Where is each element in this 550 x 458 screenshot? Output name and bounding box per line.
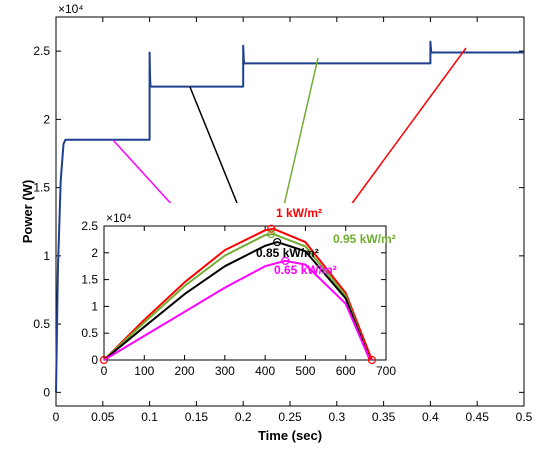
inset-xtick-label: 500 — [295, 364, 315, 378]
inset-series-3-line — [103, 259, 371, 361]
inset-xtick-label: 400 — [255, 364, 275, 378]
label-095kw: 0.95 kW/m² — [333, 232, 396, 246]
inset-endpoint-marker — [367, 355, 376, 365]
main-xtick-label: 0.05 — [91, 410, 115, 424]
inset-xtick-label: 600 — [336, 364, 356, 378]
main-x-axis-label: Time (sec) — [258, 428, 322, 443]
main-xtick-label: 0 — [53, 410, 60, 424]
main-ytick-label: 2 — [43, 112, 50, 126]
main-ytick-label: 2.5 — [33, 44, 50, 58]
inset-ytick-label: 0.5 — [81, 326, 98, 340]
main-xtick-label: 0.25 — [278, 410, 302, 424]
main-exponent-label: ×10⁴ — [58, 2, 84, 16]
main-xtick-label: 0.15 — [185, 410, 209, 424]
main-ytick-label: 0.5 — [33, 317, 50, 331]
main-ytick-label: 1 — [43, 249, 50, 263]
main-xtick-label: 0.2 — [235, 410, 252, 424]
inset-series-0-line — [103, 227, 373, 361]
inset-ytick-label: 2 — [91, 246, 98, 260]
label-065kw: 0.65 kW/m² — [274, 263, 337, 277]
main-xtick-label: 0.1 — [141, 410, 158, 424]
inset-ytick-label: 1 — [91, 299, 98, 313]
inset-ytick-label: 2.5 — [81, 219, 98, 233]
inset-chart: 0 100 200 300 400 500 600 700 0 0.5 1 1.5 2 2.5 ×10⁴ — [66, 203, 396, 383]
inset-xtick-label: 300 — [215, 364, 235, 378]
inset-mpp-marker — [267, 224, 276, 233]
inset-series-2-line — [103, 241, 371, 361]
inset-plot-area — [103, 225, 387, 361]
label-1kw: 1 kW/m² — [276, 206, 322, 220]
main-ytick-label: 1.5 — [33, 181, 50, 195]
inset-mpp-marker — [273, 237, 282, 247]
main-series-0-line — [55, 40, 524, 393]
inset-ytick-label: 0 — [91, 353, 98, 367]
annotation-labels: 1 kW/m² 0.95 kW/m² 0.85 kW/m² 0.65 kW/m² — [256, 206, 396, 277]
inset-ytick-label: 1.5 — [81, 273, 98, 287]
inset-mpp-marker — [267, 229, 276, 239]
inset-mpp-marker — [281, 256, 290, 265]
main-xtick-label: 0.3 — [328, 410, 345, 424]
main-ytick-label: 0 — [43, 385, 50, 399]
inset-series-1-line — [103, 233, 371, 361]
inset-xtick-label: 700 — [376, 364, 396, 378]
main-xtick-label: 0.4 — [422, 410, 439, 424]
inset-xtick-label: 200 — [175, 364, 195, 378]
arrow-green — [276, 57, 319, 229]
inset-exponent-label: ×10⁴ — [106, 211, 132, 225]
main-xtick-label: 0.45 — [466, 410, 490, 424]
inset-endpoint-marker — [99, 355, 109, 365]
label-085kw: 0.85 kW/m² — [256, 246, 319, 260]
inset-xtick-label: 0 — [101, 364, 108, 378]
main-y-axis-label: Power (W) — [20, 180, 35, 244]
inset-xtick-label: 100 — [134, 364, 154, 378]
main-xtick-label: 0.5 — [516, 410, 533, 424]
main-xtick-label: 0.35 — [372, 410, 396, 424]
